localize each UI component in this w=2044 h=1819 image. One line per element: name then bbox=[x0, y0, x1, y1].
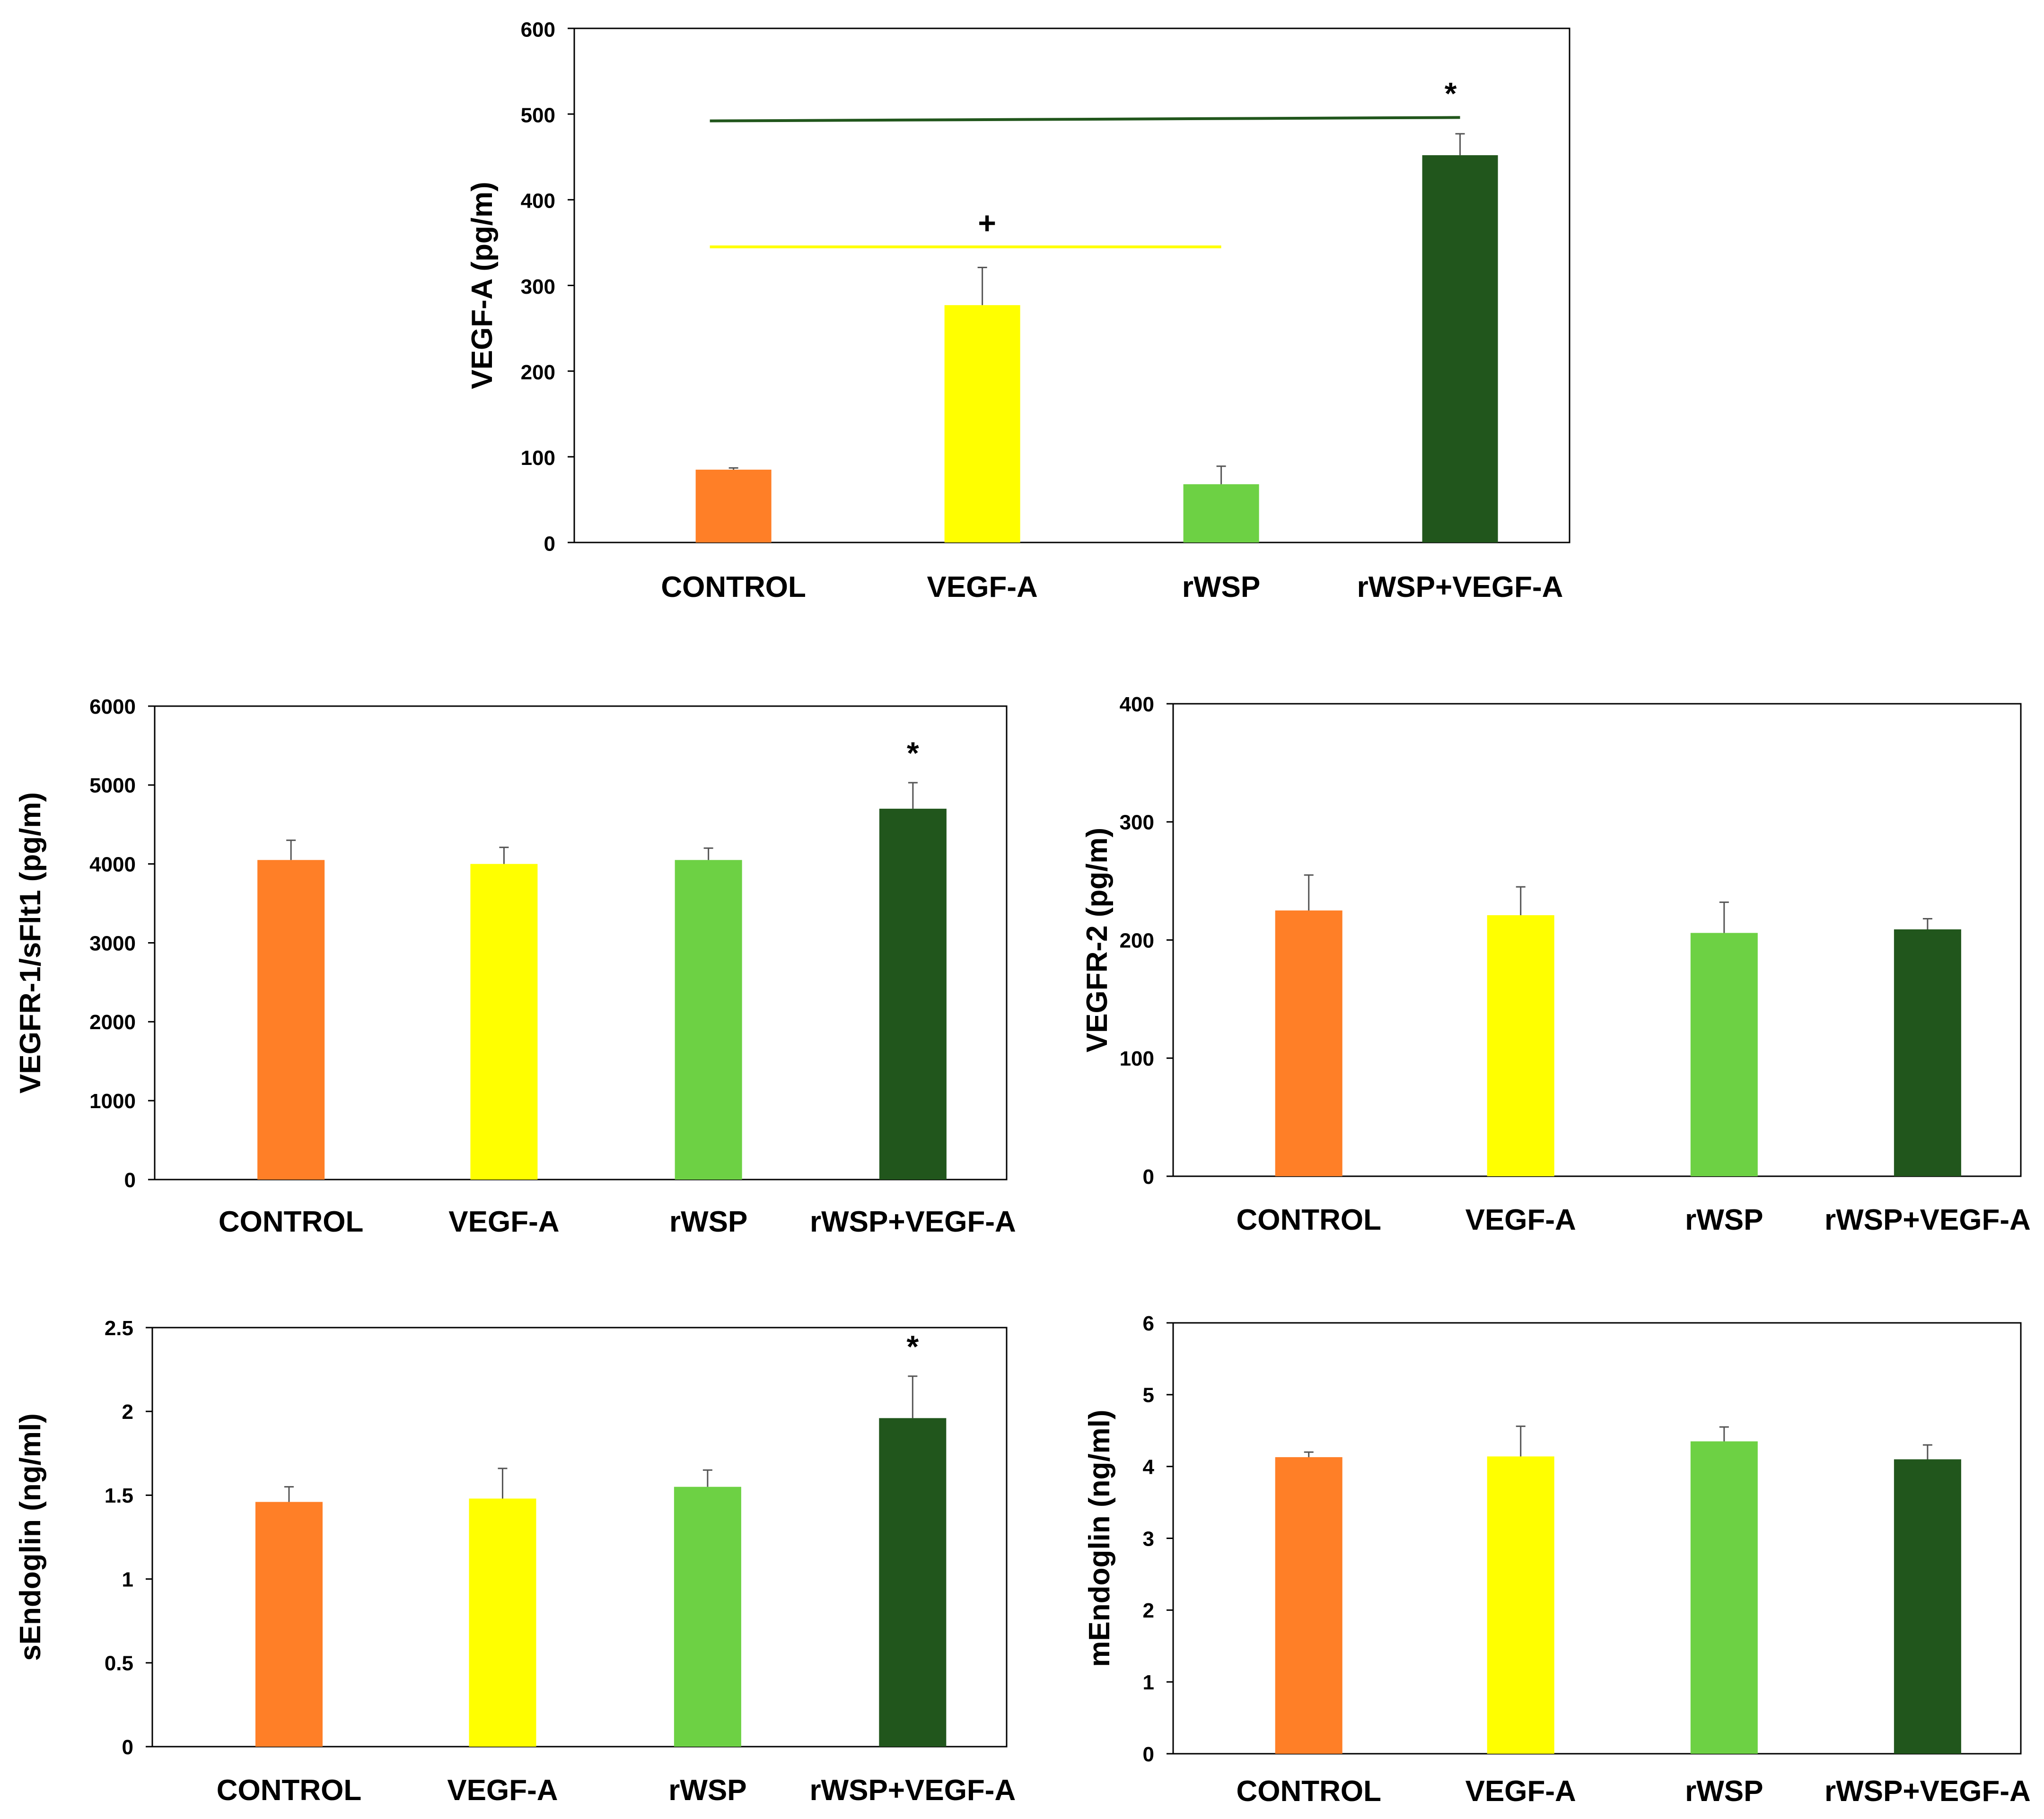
category-label: VEGF-A bbox=[448, 1206, 559, 1238]
bar-vegf-a bbox=[470, 864, 538, 1180]
bar-rwsp bbox=[1690, 1441, 1758, 1754]
bar-vegf-a bbox=[469, 1498, 536, 1747]
category-label: CONTROL bbox=[1236, 1775, 1381, 1808]
y-tick-label: 400 bbox=[1120, 693, 1154, 716]
chart-sendoglin: 0 0.5 1 1.5 2 2.5 sEndoglin (ng/ml) CONTROL VEGF… bbox=[14, 1317, 1016, 1807]
y-tick-label: 3000 bbox=[89, 932, 136, 955]
significance-asterisk: * bbox=[906, 1329, 919, 1364]
category-label: CONTROL bbox=[219, 1206, 364, 1238]
chart-mendoglin: 0 1 2 3 4 5 6 mEndoglin (ng/ml) CONTROL VEGF-A rWS… bbox=[1083, 1312, 2031, 1808]
category-label: rWSP+VEGF-A bbox=[809, 1774, 1016, 1807]
y-tick-label: 5 bbox=[1143, 1384, 1154, 1407]
bar-rwsp bbox=[1690, 933, 1758, 1176]
y-tick-label: 300 bbox=[521, 275, 555, 298]
category-label: rWSP bbox=[669, 1206, 747, 1238]
category-label: rWSP+VEGF-A bbox=[1825, 1204, 2031, 1236]
y-tick-label: 1000 bbox=[89, 1090, 136, 1113]
y-axis-label: sEndoglin (ng/ml) bbox=[14, 1413, 47, 1661]
category-label: rWSP bbox=[668, 1774, 746, 1807]
bar-control bbox=[1275, 1457, 1342, 1754]
y-tick-label: 4 bbox=[1143, 1456, 1155, 1479]
chart-vegfr1: 0 1000 2000 3000 4000 5000 6000 VEGFR-1/sFlt1 (… bbox=[14, 695, 1016, 1238]
category-label: rWSP bbox=[1685, 1775, 1763, 1808]
y-tick-label: 0 bbox=[1143, 1743, 1154, 1766]
y-tick-label: 300 bbox=[1120, 811, 1154, 834]
bar-rwsp-vegf-a bbox=[1894, 1459, 1961, 1754]
plot-frame bbox=[151, 1327, 1008, 1748]
category-label: CONTROL bbox=[217, 1774, 362, 1807]
y-tick-label: 2 bbox=[122, 1400, 133, 1424]
y-tick-label: 1 bbox=[122, 1568, 133, 1591]
chart-vegfa: 0 100 200 300 400 500 600 VEGF-A (pg/m) CONTROL V… bbox=[466, 18, 1570, 603]
category-label: rWSP+VEGF-A bbox=[810, 1206, 1016, 1238]
significance-symbol: * bbox=[1445, 76, 1457, 111]
y-tick-label: 0 bbox=[122, 1736, 133, 1759]
bar-rwsp-vegf-a bbox=[879, 808, 947, 1180]
bar-vegf-a bbox=[1487, 1456, 1554, 1754]
bar-vegf-a bbox=[944, 305, 1020, 542]
bar-rwsp-vegf-a bbox=[1422, 155, 1498, 542]
bar-rwsp bbox=[674, 1487, 741, 1747]
y-tick-label: 1.5 bbox=[105, 1484, 133, 1507]
y-tick-label: 2000 bbox=[89, 1011, 136, 1034]
bar-control bbox=[1275, 910, 1342, 1176]
plot-frame bbox=[573, 27, 1570, 543]
y-axis-label: VEGF-A (pg/m) bbox=[466, 182, 499, 389]
y-tick-label: 3 bbox=[1143, 1527, 1154, 1550]
chart-vegfr2: 0 100 200 300 400 VEGFR-2 (pg/m) CONTROL VEGF-A… bbox=[1081, 693, 2031, 1236]
y-tick-label: 6 bbox=[1143, 1312, 1154, 1335]
category-label: VEGF-A bbox=[1465, 1204, 1576, 1236]
significance-asterisk: * bbox=[907, 735, 919, 770]
y-tick-label: 6000 bbox=[89, 695, 136, 718]
category-label: rWSP bbox=[1685, 1204, 1763, 1236]
y-tick-label: 2.5 bbox=[105, 1317, 133, 1340]
y-axis-label: VEGFR-2 (pg/m) bbox=[1081, 828, 1114, 1052]
bar-rwsp-vegf-a bbox=[1894, 929, 1961, 1176]
y-tick-label: 100 bbox=[1120, 1047, 1154, 1070]
significance-line bbox=[710, 116, 1460, 122]
y-tick-label: 4000 bbox=[89, 853, 136, 876]
y-axis-label: VEGFR-1/sFlt1 (pg/m) bbox=[14, 792, 47, 1093]
category-label: VEGF-A bbox=[927, 571, 1038, 603]
bar-vegf-a bbox=[1487, 915, 1554, 1176]
category-label: rWSP bbox=[1182, 571, 1260, 603]
category-label: VEGF-A bbox=[447, 1774, 558, 1807]
y-tick-label: 100 bbox=[521, 446, 555, 470]
category-label: rWSP+VEGF-A bbox=[1357, 571, 1563, 603]
bar-control bbox=[257, 860, 325, 1180]
bar-rwsp bbox=[1183, 484, 1259, 542]
y-tick-label: 0.5 bbox=[105, 1652, 133, 1675]
significance-symbol: + bbox=[978, 205, 996, 240]
y-tick-label: 1 bbox=[1143, 1671, 1154, 1694]
bar-control bbox=[255, 1502, 323, 1747]
y-tick-label: 0 bbox=[544, 532, 555, 555]
y-tick-label: 500 bbox=[521, 104, 555, 127]
y-tick-label: 400 bbox=[521, 190, 555, 213]
bar-rwsp bbox=[675, 860, 742, 1180]
y-tick-label: 0 bbox=[124, 1169, 136, 1192]
category-label: CONTROL bbox=[1236, 1204, 1381, 1236]
category-label: CONTROL bbox=[661, 571, 806, 603]
bar-rwsp-vegf-a bbox=[879, 1418, 947, 1747]
category-label: VEGF-A bbox=[1465, 1775, 1576, 1808]
y-tick-label: 0 bbox=[1143, 1165, 1154, 1189]
y-tick-label: 2 bbox=[1143, 1599, 1154, 1622]
y-tick-label: 200 bbox=[521, 361, 555, 384]
y-tick-label: 600 bbox=[521, 18, 555, 41]
y-axis-label: mEndoglin (ng/ml) bbox=[1083, 1409, 1116, 1667]
category-label: rWSP+VEGF-A bbox=[1825, 1775, 2031, 1808]
bar-control bbox=[695, 470, 772, 542]
y-tick-label: 200 bbox=[1120, 929, 1154, 952]
y-tick-label: 5000 bbox=[89, 774, 136, 797]
